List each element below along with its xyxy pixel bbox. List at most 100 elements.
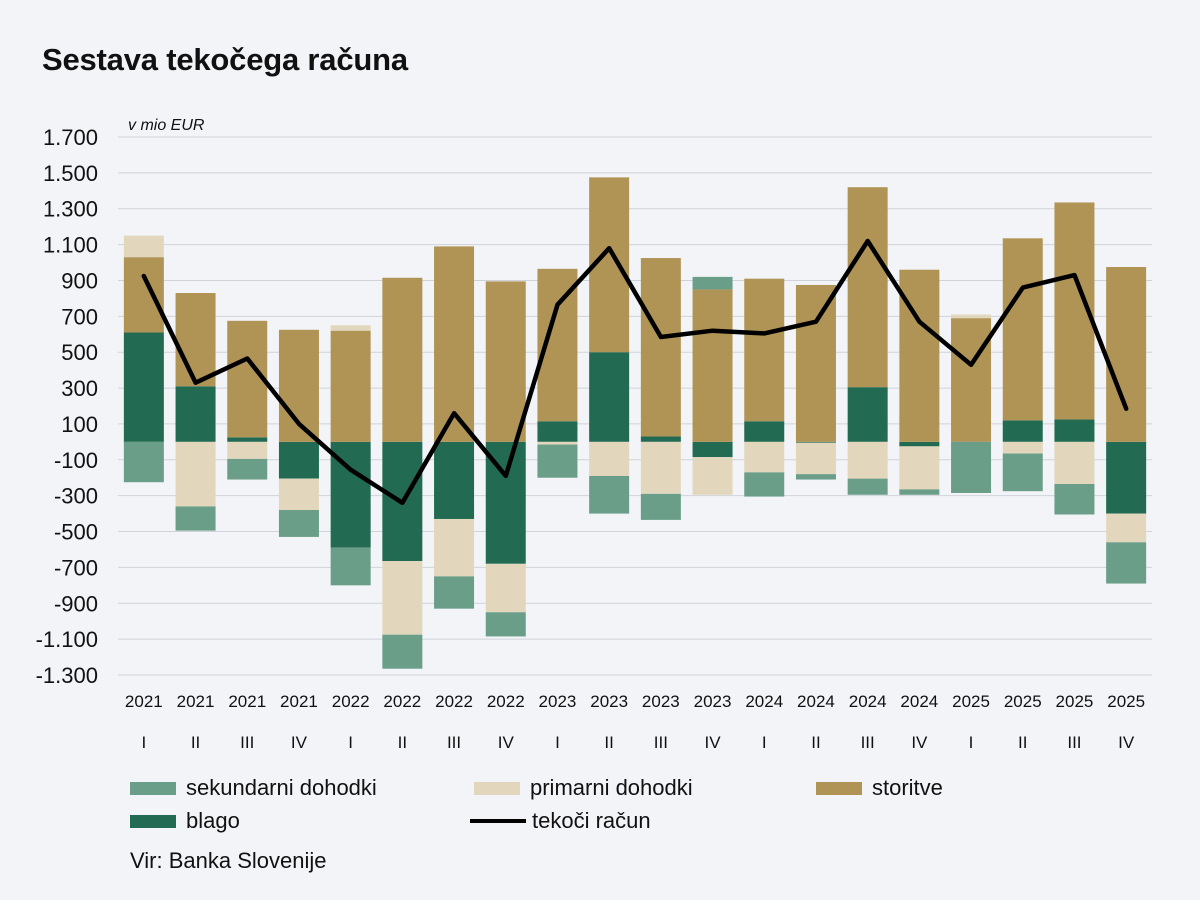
y-tick-label: 100 (61, 412, 98, 437)
bar-blago (899, 441, 940, 447)
x-tick-year: 2022 (332, 692, 370, 711)
grid-layer (118, 136, 1152, 676)
bar-storitve (382, 277, 423, 442)
bar-primarni (795, 442, 836, 475)
bar-layer (123, 177, 1147, 669)
bar-storitve (640, 258, 681, 437)
x-tick-year: 2025 (1004, 692, 1042, 711)
bar-storitve (1106, 267, 1147, 442)
x-tick-quarter: I (555, 733, 560, 752)
y-tick-label: 1.300 (43, 197, 98, 222)
bar-sekundarni (123, 441, 164, 483)
y-tick-label: -1.100 (36, 627, 98, 652)
bar-storitve (847, 187, 888, 388)
axis-layer: 1.700 1.500 1.300 1.100 900 700 500 300 100 -100 -… (36, 125, 1145, 752)
x-tick-quarter: II (191, 733, 200, 752)
bar-sekundarni (589, 475, 630, 514)
bar-sekundarni (434, 576, 475, 609)
bar-sekundarni (278, 510, 319, 537)
bar-sekundarni (795, 474, 836, 480)
bar-primarni (589, 441, 630, 476)
bar-primarni (1106, 513, 1147, 543)
bar-storitve (692, 289, 733, 442)
bar-blago (434, 441, 475, 519)
legend-label-blago: blago (186, 808, 240, 833)
bar-storitve (744, 278, 785, 422)
y-tick-label: -1.300 (36, 663, 98, 688)
bar-sekundarni (382, 634, 423, 669)
bar-primarni (640, 441, 681, 494)
bar-blago (537, 421, 578, 442)
bar-blago (795, 441, 836, 443)
x-tick-quarter: II (604, 733, 613, 752)
bar-blago (1054, 419, 1095, 442)
x-tick-quarter: III (240, 733, 254, 752)
y-tick-label: 1.100 (43, 233, 98, 258)
y-tick-label: 900 (61, 268, 98, 293)
chart-title: Sestava tekočega računa (42, 42, 408, 77)
bar-blago (278, 441, 319, 479)
legend-item-sekundarni: sekundarni dohodki (130, 775, 377, 801)
bar-storitve (123, 257, 164, 333)
legend-label-sekundarni: sekundarni dohodki (186, 775, 377, 800)
bar-primarni (123, 235, 164, 258)
bar-primarni (899, 446, 940, 490)
y-tick-label: 1.700 (43, 125, 98, 150)
x-tick-year: 2023 (539, 692, 577, 711)
x-tick-year: 2024 (849, 692, 887, 711)
x-tick-year: 2021 (280, 692, 318, 711)
legend-swatch-primarni (474, 781, 520, 795)
bar-sekundarni (899, 489, 940, 495)
y-tick-label: -300 (54, 484, 98, 509)
legend-swatch-sekundarni (130, 781, 176, 795)
legend-swatch-storitve (816, 781, 862, 795)
bar-sekundarni (1002, 453, 1043, 492)
x-tick-quarter: II (811, 733, 820, 752)
bar-primarni (434, 518, 475, 577)
bar-blago (175, 386, 216, 442)
bar-storitve (795, 284, 836, 442)
x-tick-year: 2022 (487, 692, 525, 711)
legend-swatch-tekoci (470, 819, 526, 823)
legend-item-blago: blago (130, 808, 240, 834)
y-tick-label: 700 (61, 304, 98, 329)
bar-blago (227, 437, 268, 442)
bar-sekundarni (175, 506, 216, 531)
x-tick-year: 2021 (177, 692, 215, 711)
x-tick-quarter: III (447, 733, 461, 752)
bar-primarni (330, 325, 371, 331)
bar-storitve (175, 293, 216, 387)
bar-blago (847, 387, 888, 442)
bar-sekundarni (485, 612, 526, 637)
bar-primarni (951, 314, 992, 319)
bar-sekundarni (640, 493, 681, 520)
x-tick-year: 2022 (383, 692, 421, 711)
y-tick-label: -500 (54, 520, 98, 545)
bar-primarni (382, 561, 423, 635)
bar-sekundarni (330, 547, 371, 586)
bar-sekundarni (1054, 484, 1095, 515)
legend-item-primarni: primarni dohodki (474, 775, 693, 801)
x-tick-quarter: III (654, 733, 668, 752)
x-tick-quarter: I (348, 733, 353, 752)
legend-item-tekoci: tekoči račun (470, 808, 651, 834)
unit-label: v mio EUR (128, 117, 205, 134)
y-tick-label: -900 (54, 591, 98, 616)
x-tick-quarter: II (1018, 733, 1027, 752)
bar-primarni (1054, 441, 1095, 485)
bar-blago (589, 352, 630, 442)
bar-sekundarni (1106, 542, 1147, 584)
x-tick-year: 2021 (125, 692, 163, 711)
bar-primarni (847, 441, 888, 479)
bar-blago (744, 421, 785, 442)
x-tick-year: 2021 (228, 692, 266, 711)
x-tick-year: 2023 (642, 692, 680, 711)
bar-storitve (227, 320, 268, 438)
x-tick-quarter: III (1067, 733, 1081, 752)
bar-storitve (951, 318, 992, 442)
bar-primarni (744, 441, 785, 473)
bar-blago (1106, 441, 1147, 514)
x-tick-year: 2023 (590, 692, 628, 711)
bar-storitve (1002, 238, 1043, 421)
x-tick-quarter: IV (911, 733, 928, 752)
